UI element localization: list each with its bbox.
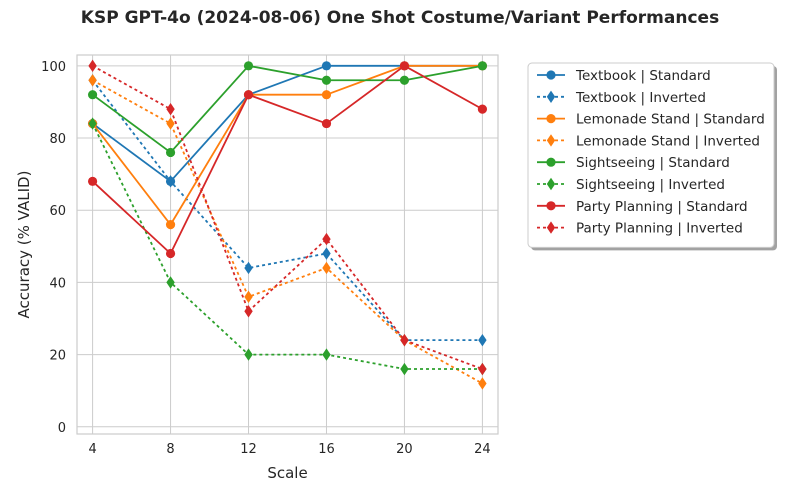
data-point bbox=[166, 117, 175, 130]
legend-marker bbox=[546, 221, 556, 234]
y-tick-label: 60 bbox=[49, 204, 66, 219]
x-tick-label: 4 bbox=[88, 442, 96, 457]
data-point bbox=[478, 362, 487, 376]
data-point bbox=[165, 147, 176, 158]
data-point bbox=[165, 248, 176, 259]
series-line bbox=[91, 123, 483, 370]
data-point bbox=[321, 90, 332, 100]
x-tick-label: 12 bbox=[240, 442, 257, 457]
data-point bbox=[166, 276, 175, 289]
data-point bbox=[165, 220, 176, 230]
data-point bbox=[244, 305, 253, 318]
legend-label: Lemonade Stand | Inverted bbox=[576, 133, 760, 149]
legend-box bbox=[527, 62, 775, 248]
data-point bbox=[243, 61, 254, 71]
data-point bbox=[322, 261, 331, 275]
data-point bbox=[88, 117, 97, 130]
data-point bbox=[477, 61, 488, 71]
data-point bbox=[478, 333, 487, 347]
legend-label: Lemonade Stand | Standard bbox=[576, 112, 765, 128]
legend-marker bbox=[546, 70, 556, 80]
data-point bbox=[166, 102, 175, 116]
legend-label: Party Planning | Inverted bbox=[576, 221, 743, 237]
y-tick-label: 40 bbox=[49, 276, 66, 291]
tick-labels: 4 8 12 16 20 24 0 20 40 60 80 100 bbox=[41, 60, 491, 457]
data-point bbox=[478, 377, 487, 390]
data-point bbox=[399, 61, 410, 71]
data-point bbox=[244, 261, 253, 275]
series-2 bbox=[87, 61, 488, 230]
legend-label: Party Planning | Standard bbox=[576, 199, 748, 215]
chart-title: KSP GPT-4o (2024-08-06) One Shot Costume… bbox=[80, 8, 720, 28]
data-point bbox=[322, 348, 331, 361]
series-5 bbox=[88, 117, 487, 376]
data-point bbox=[400, 362, 409, 376]
series-line bbox=[92, 64, 483, 154]
y-tick-label: 100 bbox=[41, 60, 66, 75]
y-tick-label: 20 bbox=[49, 349, 66, 364]
series-line bbox=[92, 65, 483, 370]
legend-label: Sightseeing | Standard bbox=[576, 155, 730, 171]
data-point bbox=[88, 74, 97, 87]
grid-lines bbox=[77, 55, 498, 434]
series-line bbox=[91, 79, 483, 342]
y-tick-label: 80 bbox=[49, 132, 66, 147]
series-line bbox=[92, 64, 483, 183]
series-group bbox=[87, 59, 488, 390]
legend-label: Textbook | Standard bbox=[575, 68, 711, 84]
data-point bbox=[243, 90, 254, 100]
legend-marker bbox=[546, 114, 556, 124]
data-point bbox=[321, 118, 332, 129]
x-axis-label: Scale bbox=[267, 464, 307, 482]
series-line bbox=[91, 64, 483, 226]
data-point bbox=[321, 75, 332, 85]
x-tick-label: 20 bbox=[396, 442, 413, 457]
legend-label: Sightseeing | Inverted bbox=[576, 177, 725, 193]
legend-marker bbox=[546, 90, 556, 103]
data-point bbox=[400, 333, 409, 347]
data-point bbox=[88, 59, 97, 73]
data-point bbox=[244, 348, 253, 361]
legend-label: Textbook | Inverted bbox=[575, 90, 706, 106]
series-7 bbox=[88, 59, 487, 376]
legend-marker bbox=[546, 201, 556, 211]
data-point bbox=[322, 247, 331, 260]
series-line bbox=[91, 64, 483, 255]
x-tick-label: 8 bbox=[166, 442, 174, 457]
data-point bbox=[321, 61, 332, 71]
series-line bbox=[92, 79, 483, 385]
x-tick-label: 16 bbox=[318, 442, 335, 457]
data-point bbox=[322, 232, 331, 246]
legend-marker bbox=[546, 177, 556, 191]
data-point bbox=[244, 290, 253, 304]
y-tick-label: 0 bbox=[58, 421, 66, 436]
legend-marker bbox=[546, 134, 556, 147]
legend-marker bbox=[546, 157, 556, 167]
data-point bbox=[87, 176, 98, 186]
y-axis-label: Accuracy (% VALID) bbox=[15, 171, 33, 319]
legend: Textbook | Standard Textbook | Inverted Le… bbox=[527, 62, 777, 251]
series-0 bbox=[87, 61, 488, 186]
data-point bbox=[166, 175, 175, 188]
data-point bbox=[399, 75, 410, 85]
plot-frame bbox=[76, 54, 499, 435]
data-point bbox=[477, 104, 488, 114]
series-6 bbox=[87, 61, 488, 259]
x-tick-label: 24 bbox=[474, 442, 491, 457]
series-4 bbox=[87, 61, 488, 158]
data-point bbox=[87, 90, 98, 100]
